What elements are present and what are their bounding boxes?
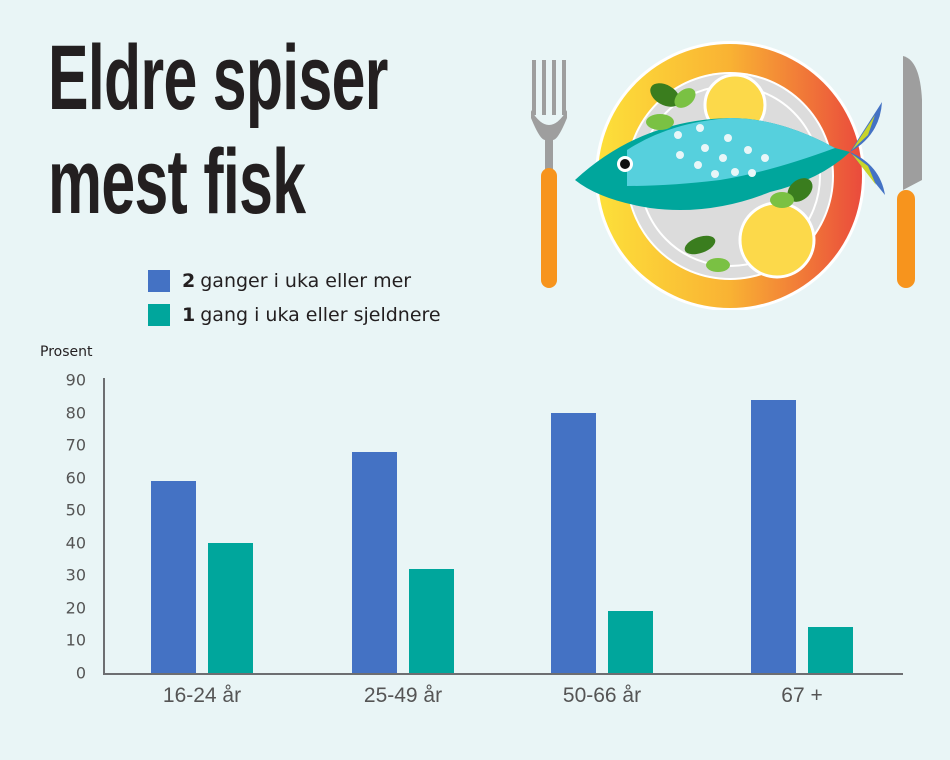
y-tick-label: 60 — [65, 468, 86, 488]
legend: 2 ganger i uka eller mer 1 gang i uka el… — [148, 264, 441, 332]
y-tick-label: 20 — [65, 598, 86, 618]
knife-icon — [897, 56, 922, 288]
fork-icon — [531, 60, 567, 288]
bar — [808, 627, 853, 673]
legend-bold-number: 2 — [182, 270, 196, 292]
y-tick-label: 50 — [65, 500, 86, 520]
legend-swatch-teal — [148, 304, 170, 326]
y-tick-label: 0 — [75, 663, 86, 683]
y-tick-label: 30 — [65, 565, 86, 585]
title-line-1: Eldre spiser — [48, 27, 388, 129]
legend-item-1-gang: 1 gang i uka eller sjeldnere — [148, 298, 441, 332]
y-tick-label: 80 — [65, 403, 86, 423]
bar — [409, 568, 454, 673]
fish-on-plate-illustration-icon — [531, 41, 922, 310]
y-tick-label: 90 — [65, 370, 86, 390]
chart-title: Eldre spiser mest fisk — [48, 26, 388, 234]
x-tick-label: 67 + — [781, 684, 823, 707]
bar — [751, 399, 796, 673]
bar — [208, 542, 253, 673]
legend-label: ganger i uka eller mer — [200, 270, 412, 292]
y-tick-label: 40 — [65, 533, 86, 553]
legend-item-2-ganger: 2 ganger i uka eller mer — [148, 264, 441, 298]
x-tick-label: 16-24 år — [162, 684, 242, 707]
title-line-2: mest fisk — [48, 131, 306, 233]
bar — [608, 611, 653, 673]
x-tick-label: 50-66 år — [562, 684, 642, 707]
x-axis-line — [103, 673, 903, 675]
bar — [352, 451, 397, 673]
bar — [151, 480, 196, 673]
x-tick-label: 25-49 år — [363, 684, 443, 707]
y-tick-label: 10 — [65, 630, 86, 650]
legend-swatch-blue — [148, 270, 170, 292]
y-axis-label: Prosent — [40, 344, 93, 360]
y-tick-label: 70 — [65, 435, 86, 455]
legend-label: gang i uka eller sjeldnere — [200, 304, 441, 326]
bar — [551, 412, 596, 673]
y-axis-line — [103, 378, 105, 675]
legend-bold-number: 1 — [182, 304, 196, 326]
